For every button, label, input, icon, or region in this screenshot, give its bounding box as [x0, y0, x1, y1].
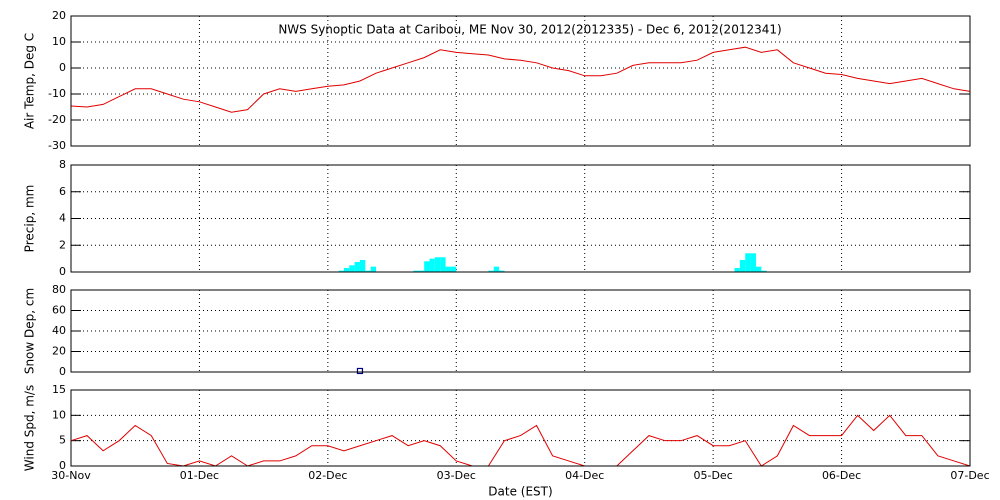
- bar: [493, 266, 500, 272]
- x-tick-label: 30-Nov: [51, 469, 91, 482]
- y-tick-label: 10: [52, 35, 66, 48]
- x-tick-label: 05-Dec: [694, 469, 733, 482]
- y-tick-label: 20: [52, 9, 66, 22]
- bar: [440, 257, 446, 272]
- bar: [445, 266, 451, 272]
- data-line: [70, 46, 971, 113]
- plot-frame: [70, 15, 971, 147]
- point: [356, 367, 364, 375]
- plot-frame: [70, 289, 971, 373]
- y-tick-label: -10: [48, 87, 66, 100]
- bar: [745, 253, 751, 272]
- bar: [488, 270, 494, 272]
- bar: [418, 270, 425, 272]
- x-tick-label: 03-Dec: [437, 469, 476, 482]
- y-tick-label: -20: [48, 113, 66, 126]
- bar: [354, 261, 360, 272]
- y-tick-label: 0: [59, 265, 66, 278]
- bar: [750, 253, 756, 272]
- bar: [450, 266, 457, 272]
- y-tick-label: 80: [52, 283, 66, 296]
- y-axis-label: Precip, mm: [23, 185, 37, 253]
- bar: [413, 270, 419, 272]
- y-tick-label: 10: [52, 408, 66, 421]
- bar: [365, 270, 371, 272]
- y-tick-label: 15: [52, 383, 66, 396]
- y-tick-label: 0: [59, 365, 66, 378]
- bar: [343, 267, 350, 272]
- bar: [434, 257, 441, 272]
- y-tick-label: 5: [59, 434, 66, 447]
- bar: [370, 266, 377, 272]
- bar: [349, 265, 355, 272]
- y-tick-label: 60: [52, 304, 66, 317]
- x-tick-label: 07-Dec: [950, 469, 989, 482]
- y-tick-label: 6: [59, 185, 66, 198]
- x-tick-label: 04-Dec: [565, 469, 604, 482]
- bar: [359, 259, 366, 272]
- x-tick-label: 01-Dec: [180, 469, 219, 482]
- y-tick-label: 2: [59, 238, 66, 251]
- y-axis-label: Snow Dep, cm: [23, 288, 37, 374]
- bar: [338, 270, 344, 272]
- bar: [429, 258, 435, 272]
- x-tick-label: 06-Dec: [822, 469, 861, 482]
- bar: [424, 261, 430, 272]
- y-tick-label: 20: [52, 345, 66, 358]
- y-tick-label: 4: [59, 212, 66, 225]
- bar: [734, 267, 740, 272]
- data-line: [70, 414, 971, 467]
- y-tick-label: 0: [59, 459, 66, 472]
- chart-title: NWS Synoptic Data at Caribou, ME Nov 30,…: [278, 23, 781, 37]
- y-tick-label: -30: [48, 139, 66, 152]
- bar: [739, 259, 746, 272]
- bar: [499, 270, 505, 272]
- plot-frame: [70, 389, 971, 467]
- y-tick-label: 40: [52, 324, 66, 337]
- bar: [761, 270, 767, 272]
- y-tick-label: 0: [59, 61, 66, 74]
- y-axis-label: Air Temp, Deg C: [23, 33, 37, 129]
- x-tick-label: 02-Dec: [308, 469, 347, 482]
- y-tick-label: 8: [59, 158, 66, 171]
- plot-frame: [70, 164, 971, 273]
- y-axis-label: Wind Spd, m/s: [23, 385, 37, 471]
- bar: [755, 266, 762, 272]
- x-axis-label: Date (EST): [488, 485, 552, 499]
